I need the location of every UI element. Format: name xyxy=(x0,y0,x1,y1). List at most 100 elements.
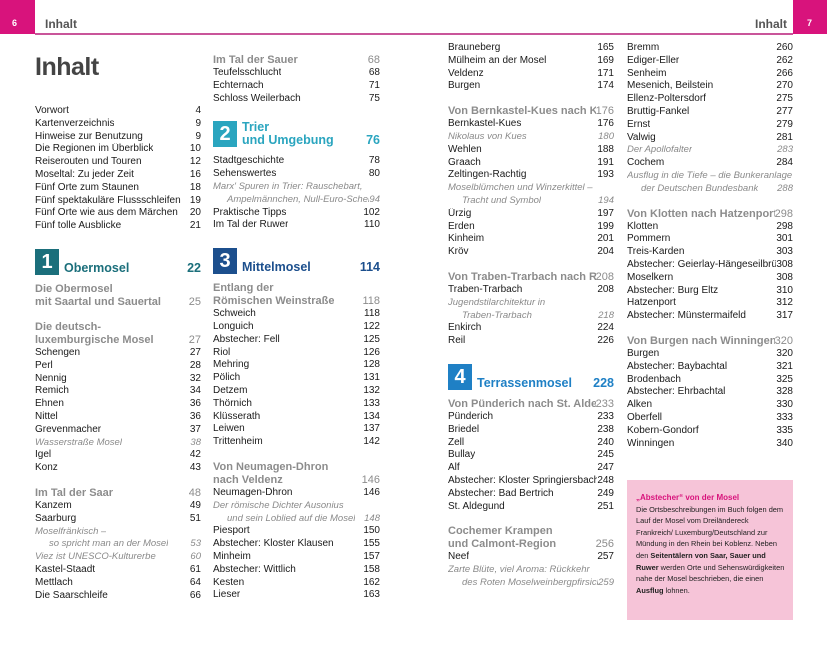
toc-entry[interactable]: Klüsserath 134 xyxy=(213,411,380,424)
toc-entry[interactable]: Detzem 132 xyxy=(213,385,380,398)
toc-entry[interactable]: Bullay 245 xyxy=(448,449,614,462)
toc-chapter-3[interactable]: 3 Mittelmosel 114 xyxy=(213,248,380,275)
toc-entry[interactable]: Kartenverzeichnis 9 xyxy=(35,118,201,131)
toc-entry[interactable]: Ediger-Eller 262 xyxy=(627,55,793,68)
toc-entry[interactable]: Reiserouten und Touren 12 xyxy=(35,156,201,169)
toc-entry[interactable]: Abstecher: Bad Bertrich 249 xyxy=(448,488,614,501)
toc-entry[interactable]: Treis-Karden 303 xyxy=(627,246,793,259)
toc-entry[interactable]: Kastel-Staadt 61 xyxy=(35,564,201,577)
toc-feature-entry[interactable]: Moselfränkisch – so spricht man an der Mo… xyxy=(35,526,201,552)
toc-entry[interactable]: Alf 247 xyxy=(448,462,614,475)
toc-entry[interactable]: Alken 330 xyxy=(627,399,793,412)
toc-entry[interactable]: Minheim 157 xyxy=(213,551,380,564)
toc-section-heading[interactable]: Im Tal der Sauer 68 xyxy=(213,54,380,67)
toc-entry[interactable]: Pölich 131 xyxy=(213,372,380,385)
toc-entry[interactable]: Schloss Weilerbach 75 xyxy=(213,93,380,106)
toc-entry[interactable]: Abstecher: Kloster Klausen 155 xyxy=(213,538,380,551)
toc-section-heading[interactable]: Die Obermosel mit Saartal und Sauertal 25 xyxy=(35,283,201,309)
toc-entry[interactable]: Brauneberg 165 xyxy=(448,42,614,55)
toc-section-heading[interactable]: Von Neumagen-Dhron nach Veldenz 146 xyxy=(213,461,380,487)
toc-entry[interactable]: Pünderich 233 xyxy=(448,411,614,424)
toc-entry[interactable]: Abstecher: Münstermaifeld 317 xyxy=(627,310,793,323)
toc-entry[interactable]: Neef 257 xyxy=(448,551,614,564)
toc-entry[interactable]: Nittel 36 xyxy=(35,411,201,424)
toc-entry[interactable]: Konz 43 xyxy=(35,462,201,475)
toc-entry[interactable]: Burgen 320 xyxy=(627,348,793,361)
toc-entry[interactable]: Nennig 32 xyxy=(35,373,201,386)
toc-entry[interactable]: Valwig 281 xyxy=(627,132,793,145)
toc-feature-entry[interactable]: Marx' Spuren in Trier: Rauschebart, Ampel… xyxy=(213,181,380,207)
toc-entry[interactable]: Oberfell 333 xyxy=(627,412,793,425)
toc-entry[interactable]: Kinheim 201 xyxy=(448,233,614,246)
toc-entry[interactable]: Klotten 298 xyxy=(627,221,793,234)
toc-entry[interactable]: Graach 191 xyxy=(448,157,614,170)
toc-entry[interactable]: Ellenz-Poltersdorf 275 xyxy=(627,93,793,106)
toc-entry[interactable]: Fünf Orte wie aus dem Märchen 20 xyxy=(35,207,201,220)
toc-entry[interactable]: Hatzenport 312 xyxy=(627,297,793,310)
toc-entry[interactable]: Bremm 260 xyxy=(627,42,793,55)
toc-entry[interactable]: Moselkern 308 xyxy=(627,272,793,285)
toc-entry[interactable]: Mülheim an der Mosel 169 xyxy=(448,55,614,68)
toc-feature-entry[interactable]: Der römische Dichter Ausonius und sein Lo… xyxy=(213,500,380,526)
toc-entry[interactable]: Kröv 204 xyxy=(448,246,614,259)
toc-entry[interactable]: Abstecher: Fell 125 xyxy=(213,334,380,347)
toc-entry[interactable]: Bernkastel-Kues 176 xyxy=(448,118,614,131)
toc-entry[interactable]: Ehnen 36 xyxy=(35,398,201,411)
toc-entry[interactable]: Abstecher: Wittlich 158 xyxy=(213,564,380,577)
toc-section-heading[interactable]: Im Tal der Saar 48 xyxy=(35,487,201,500)
toc-entry[interactable]: Vorwort 4 xyxy=(35,105,201,118)
toc-entry[interactable]: Mehring 128 xyxy=(213,359,380,372)
toc-entry[interactable]: Piesport 150 xyxy=(213,525,380,538)
toc-entry[interactable]: Moseltal: Zu jeder Zeit 16 xyxy=(35,169,201,182)
toc-entry[interactable]: Saarburg 51 xyxy=(35,513,201,526)
toc-entry[interactable]: Fünf spektakuläre Flussschleifen 19 xyxy=(35,195,201,208)
toc-entry[interactable]: Abstecher: Burg Eltz 310 xyxy=(627,285,793,298)
toc-entry[interactable]: Kesten 162 xyxy=(213,577,380,590)
toc-entry[interactable]: Fünf Orte zum Staunen 18 xyxy=(35,182,201,195)
toc-entry[interactable]: Abstecher: Kloster Springiersbach 248 xyxy=(448,475,614,488)
toc-entry[interactable]: Zell 240 xyxy=(448,437,614,450)
toc-section-heading[interactable]: Von Bernkastel-Kues nach Kröv176 xyxy=(448,105,614,118)
toc-entry[interactable]: Brodenbach 325 xyxy=(627,374,793,387)
toc-entry[interactable]: Ürzig 197 xyxy=(448,208,614,221)
toc-entry[interactable]: Zeltingen-Rachtig 193 xyxy=(448,169,614,182)
toc-entry[interactable]: Neumagen-Dhron 146 xyxy=(213,487,380,500)
toc-chapter-2[interactable]: 2 Trier und Umgebung 76 xyxy=(213,121,380,148)
toc-entry[interactable]: Sehenswertes 80 xyxy=(213,168,380,181)
toc-entry[interactable]: Enkirch 224 xyxy=(448,322,614,335)
toc-section-heading[interactable]: Von Pünderich nach St. Aldegund233 xyxy=(448,398,614,411)
toc-entry[interactable]: Traben-Trarbach 208 xyxy=(448,284,614,297)
toc-feature-entry[interactable]: Viez ist UNESCO-Kulturerbe 60 xyxy=(35,551,201,564)
toc-entry[interactable]: Die Saarschleife 66 xyxy=(35,590,201,603)
toc-entry[interactable]: Longuich 122 xyxy=(213,321,380,334)
toc-chapter-1[interactable]: 1 Obermosel 22 xyxy=(35,248,201,275)
toc-entry[interactable]: Praktische Tipps 102 xyxy=(213,207,380,220)
toc-entry[interactable]: Trittenheim 142 xyxy=(213,436,380,449)
toc-entry[interactable]: Remich 34 xyxy=(35,385,201,398)
toc-entry[interactable]: Senheim 266 xyxy=(627,68,793,81)
toc-entry[interactable]: St. Aldegund 251 xyxy=(448,501,614,514)
toc-entry[interactable]: Hinweise zur Benutzung 9 xyxy=(35,131,201,144)
toc-section-heading[interactable]: Die deutsch-luxemburgische Mosel 27 xyxy=(35,321,201,347)
toc-entry[interactable]: Grevenmacher 37 xyxy=(35,424,201,437)
toc-entry[interactable]: Perl 28 xyxy=(35,360,201,373)
toc-entry[interactable]: Reil 226 xyxy=(448,335,614,348)
toc-entry[interactable]: Bruttig-Fankel 277 xyxy=(627,106,793,119)
toc-feature-entry[interactable]: Jugendstilarchitektur in Traben-Trarbach 2… xyxy=(448,297,614,323)
toc-section-heading[interactable]: Entlang der Römischen Weinstraße 118 xyxy=(213,282,380,308)
toc-entry[interactable]: Thörnich 133 xyxy=(213,398,380,411)
toc-feature-entry[interactable]: Zarte Blüte, viel Aroma: Rückkehr des Rot… xyxy=(448,564,614,590)
toc-feature-entry[interactable]: Ausflug in die Tiefe – die Bunkeranlage d… xyxy=(627,170,793,196)
toc-entry[interactable]: Echternach 71 xyxy=(213,80,380,93)
toc-entry[interactable]: Burgen 174 xyxy=(448,80,614,93)
toc-entry[interactable]: Cochem 284 xyxy=(627,157,793,170)
toc-feature-entry[interactable]: Wasserstraße Mosel 38 xyxy=(35,437,201,450)
toc-entry[interactable]: Abstecher: Ehrbachtal 328 xyxy=(627,386,793,399)
toc-section-heading[interactable]: Von Klotten nach Hatzenport 298 xyxy=(627,208,793,221)
toc-entry[interactable]: Im Tal der Ruwer 110 xyxy=(213,219,380,232)
toc-entry[interactable]: Fünf tolle Ausblicke 21 xyxy=(35,220,201,233)
toc-entry[interactable]: Ernst 279 xyxy=(627,119,793,132)
toc-entry[interactable]: Teufelsschlucht 68 xyxy=(213,67,380,80)
toc-entry[interactable]: Abstecher: Geierlay-Hängeseilbrücke 308 xyxy=(627,259,793,272)
toc-chapter-4[interactable]: 4 Terrassenmosel 228 xyxy=(448,363,614,390)
